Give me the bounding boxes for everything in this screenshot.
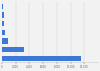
Bar — [2, 4, 3, 9]
Bar — [2, 30, 5, 35]
Bar — [2, 12, 4, 18]
Bar — [2, 47, 24, 52]
Bar — [2, 38, 8, 44]
Bar — [2, 21, 4, 26]
Bar — [2, 56, 81, 61]
